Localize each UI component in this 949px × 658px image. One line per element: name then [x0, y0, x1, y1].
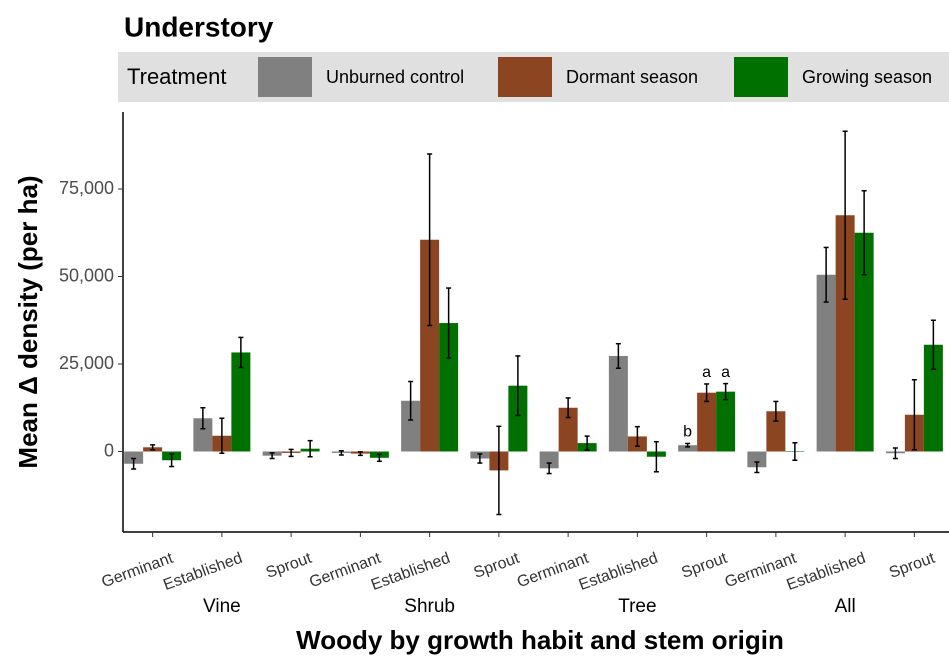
x-tick-label: Established — [784, 550, 868, 594]
x-tick-label: Sprout — [887, 550, 938, 582]
x-tick-label: Established — [161, 550, 245, 594]
bar — [697, 392, 717, 452]
y-tick-label: 75,000 — [59, 178, 114, 198]
bar — [539, 451, 559, 469]
y-tick-label: 50,000 — [59, 265, 114, 285]
bar — [854, 232, 874, 452]
x-axis-title: Woody by growth habit and stem origin — [296, 625, 784, 655]
group-label: All — [835, 596, 856, 617]
x-tick-label: Established — [369, 550, 453, 594]
group-label: Vine — [203, 596, 241, 617]
x-tick-label: Established — [577, 550, 661, 594]
bar — [420, 239, 440, 452]
significance-letter: a — [702, 364, 711, 381]
bar — [558, 407, 578, 452]
legend-title: Treatment — [127, 64, 226, 89]
legend-label: Unburned control — [326, 67, 464, 87]
bar — [747, 451, 767, 468]
y-tick-label: 25,000 — [59, 353, 114, 373]
bar — [124, 451, 144, 464]
bar — [835, 215, 855, 452]
group-label: Tree — [618, 596, 656, 617]
legend-swatch — [498, 57, 552, 97]
legend-label: Growing season — [802, 67, 932, 87]
y-axis-title: Mean Δ density (per ha) — [13, 175, 43, 468]
bar — [766, 411, 786, 452]
significance-letter: a — [721, 364, 730, 381]
chart-title: Understory — [124, 11, 274, 42]
bar — [231, 352, 251, 452]
group-label: Shrub — [404, 596, 455, 617]
bar — [923, 344, 943, 452]
bar — [508, 385, 528, 452]
significance-letter: b — [683, 424, 692, 441]
legend-swatch — [258, 57, 312, 97]
bar — [716, 391, 736, 452]
legend-swatch — [734, 57, 788, 97]
legend-label: Dormant season — [566, 67, 698, 87]
bar — [816, 274, 836, 452]
bar — [678, 445, 698, 452]
bar — [608, 355, 628, 452]
bar — [193, 418, 213, 452]
bar — [401, 400, 421, 452]
y-tick-label: 0 — [104, 440, 114, 460]
bar — [439, 323, 459, 452]
